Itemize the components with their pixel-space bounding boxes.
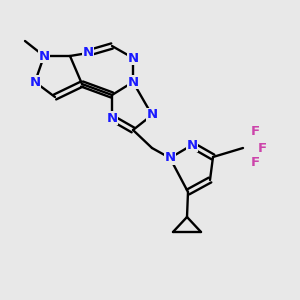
Text: N: N bbox=[38, 50, 50, 62]
Text: N: N bbox=[128, 76, 139, 88]
Text: N: N bbox=[106, 112, 118, 124]
Text: F: F bbox=[257, 142, 267, 154]
Text: N: N bbox=[164, 152, 175, 164]
Text: N: N bbox=[186, 139, 198, 152]
Text: N: N bbox=[82, 46, 94, 59]
Text: F: F bbox=[250, 125, 260, 139]
Text: N: N bbox=[29, 76, 40, 88]
Text: N: N bbox=[128, 52, 139, 64]
Text: N: N bbox=[146, 109, 158, 122]
Text: F: F bbox=[250, 157, 260, 169]
